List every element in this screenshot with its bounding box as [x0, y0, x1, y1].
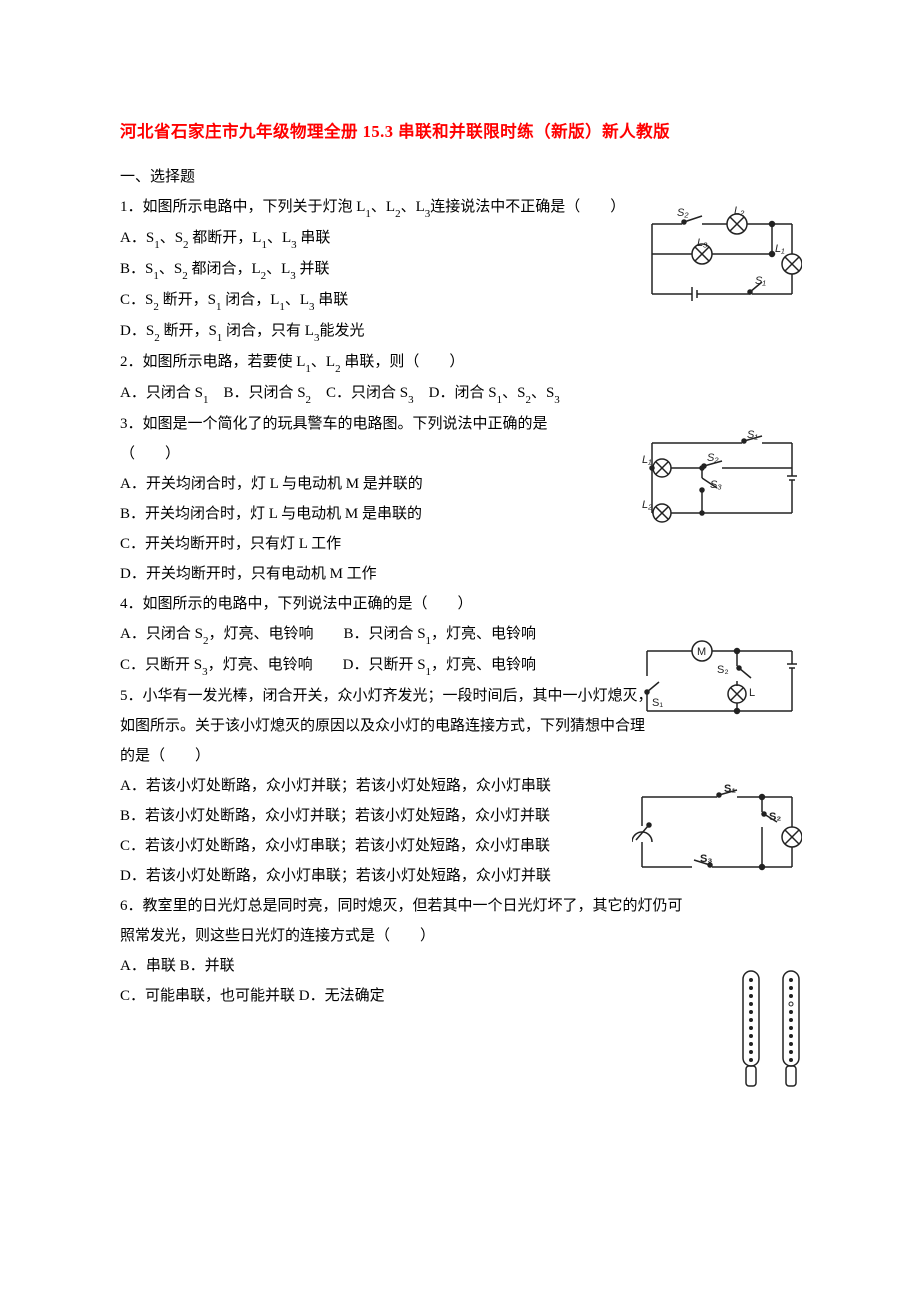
q6-stem-line1: 6．教室里的日光灯总是同时亮，同时熄灭，但若其中一个日光灯坏了，其它的灯仍可 [120, 891, 800, 921]
q6-stem-line2: 照常发光，则这些日光灯的连接方式是（ ） [120, 921, 800, 951]
q1-option-d: D．S2 断开，S1 闭合，只有 L3能发光 [120, 316, 800, 347]
q6-options-row2: C．可能串联，也可能并联 D．无法确定 [120, 981, 800, 1011]
q5-option-d: D．若该小灯处断路，众小灯串联；若该小灯处短路，众小灯并联 [120, 861, 800, 891]
q3-option-d: D．开关均断开时，只有电动机 M 工作 [120, 559, 800, 589]
q3-option-c: C．开关均断开时，只有灯 L 工作 [120, 529, 800, 559]
q3-option-a: A．开关均闭合时，灯 L 与电动机 M 是并联的 [120, 469, 800, 499]
q2-stem: 2．如图所示电路，若要使 L1、L2 串联，则（ ） [120, 347, 800, 378]
q4-stem: 4．如图所示的电路中，下列说法中正确的是（ ） [120, 589, 800, 619]
section-heading: 一、选择题 [120, 162, 800, 192]
q6-options-row1: A．串联 B．并联 [120, 951, 800, 981]
q5-stem-line1: 5．小华有一发光棒，闭合开关，众小灯齐发光；一段时间后，其中一小灯熄灭， [120, 681, 800, 711]
q3-stem-line2: （ ） [120, 439, 800, 469]
q1-stem: 1．如图所示电路中，下列关于灯泡 L1、L2、L3连接说法中不正确是（ ） [120, 192, 800, 223]
q1-option-c: C．S2 断开，S1 闭合，L1、L3 串联 [120, 285, 800, 316]
q4-options-row1: A．只闭合 S2，灯亮、电铃响 B．只闭合 S1，灯亮、电铃响 [120, 619, 800, 650]
q1-option-a: A．S1、S2 都断开，L1、L3 串联 [120, 223, 800, 254]
q1-option-b: B．S1、S2 都闭合，L2、L3 并联 [120, 254, 800, 285]
q4-options-row2: C．只断开 S3，灯亮、电铃响 D．只断开 S1，灯亮、电铃响 [120, 650, 800, 681]
q2-options: A．只闭合 S1 B．只闭合 S2 C．只闭合 S3 D．闭合 S1、S2、S3 [120, 378, 800, 409]
page-title: 河北省石家庄市九年级物理全册 15.3 串联和并联限时练（新版）新人教版 [120, 115, 800, 148]
q3-stem-line1: 3．如图是一个简化了的玩具警车的电路图。下列说法中正确的是 [120, 409, 800, 439]
q5-option-a: A．若该小灯处断路，众小灯并联；若该小灯处短路，众小灯串联 [120, 771, 800, 801]
q3-option-b: B．开关均闭合时，灯 L 与电动机 M 是串联的 [120, 499, 800, 529]
q5-option-b: B．若该小灯处断路，众小灯并联；若该小灯处短路，众小灯并联 [120, 801, 800, 831]
q5-stem-line2: 如图所示。关于该小灯熄灭的原因以及众小灯的电路连接方式，下列猜想中合理 [120, 711, 800, 741]
q5-stem-line3: 的是（ ） [120, 741, 800, 771]
q5-option-c: C．若该小灯处断路，众小灯串联；若该小灯处短路，众小灯串联 [120, 831, 800, 861]
